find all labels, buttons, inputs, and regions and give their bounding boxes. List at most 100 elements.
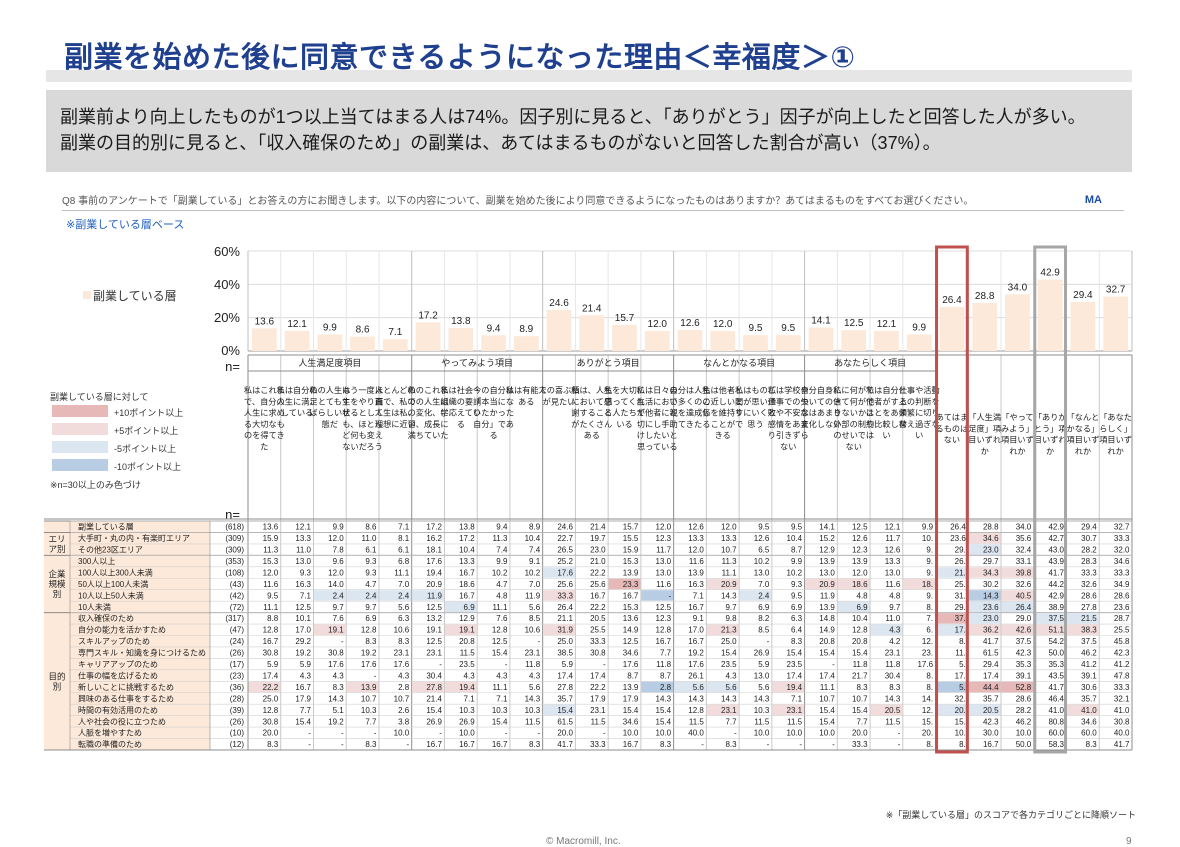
table-row-label: 10人未満 (78, 602, 111, 612)
table-cell-value: 17.2 (426, 523, 442, 532)
table-cell-value: 4.3 (889, 626, 901, 635)
category-label: 足度」項 (968, 423, 1002, 433)
group-label: 人生満足度項目 (298, 357, 361, 368)
table-cell-value: 22.2 (263, 683, 279, 692)
category-label: 「人生満 (968, 412, 1001, 422)
table-cell-value: 28.6 (1114, 591, 1130, 600)
bar (1070, 302, 1096, 351)
table-cell-value: 15.7 (623, 523, 639, 532)
table-cell-value: 10.4 (525, 534, 541, 543)
category-label: る人たちが (604, 408, 645, 418)
category-label: 私はものご (735, 385, 776, 395)
table-cell-value: 15.2 (819, 534, 835, 543)
table-cell-value: 19.4 (459, 683, 475, 692)
table-cell-value: 12.6 (688, 523, 704, 532)
table-cell-value: 11.9 (525, 591, 541, 600)
table-cell-highlight (936, 704, 968, 716)
table-cell-value: 10.0 (819, 729, 835, 738)
table-cell-value: 5.6 (529, 603, 541, 612)
table-cell-value: 60.0 (1081, 729, 1097, 738)
table-cell-value: - (701, 740, 704, 749)
category-label: る大切なも (244, 419, 285, 429)
table-cell-value: 41.0 (1114, 706, 1130, 715)
category-label: 私は他者と (702, 385, 743, 395)
table-cell-value: 23. (922, 649, 933, 658)
category-label: 目いずれ (1034, 435, 1067, 445)
category-label: において感 (571, 396, 612, 406)
bar-value-label: 9.5 (749, 323, 763, 334)
y-tick-label: 20% (213, 310, 240, 325)
table-cell-value: 12.9 (819, 546, 835, 555)
table-cell-value: 6.9 (791, 603, 803, 612)
category-label: 習、成長に (408, 419, 449, 429)
table-cell-value: 10.0 (754, 729, 770, 738)
table-cell-value: 34.6 (1114, 557, 1130, 566)
table-cell-value: 15. (955, 717, 966, 726)
color-key-swatch (52, 405, 108, 417)
table-cell-highlight (444, 624, 477, 635)
category-label: 「あなた (1099, 413, 1132, 422)
table-cell-value: 12.0 (688, 546, 704, 555)
table-cell-value: 28.2 (1081, 546, 1097, 555)
bar-value-label: 12.0 (648, 319, 668, 330)
table-cell-value: 14.9 (819, 626, 835, 635)
table-cell-value: 20.5 (983, 706, 999, 715)
table-cell-highlight (641, 681, 674, 693)
color-key-swatch (52, 423, 108, 435)
summary-box: 副業前より向上したものが1つ以上当てはまる人は74%。因子別に見ると、「ありがと… (46, 90, 1132, 172)
table-cell-value: 41.2 (1081, 660, 1097, 669)
table-cell-value: 16.7 (983, 740, 999, 749)
table-cell-value: 4.7 (496, 580, 508, 589)
table-cell-value: 25.0 (263, 694, 279, 703)
table-cell-value: 21.5 (1081, 614, 1097, 623)
bar-value-label: 9.9 (323, 323, 337, 334)
table-cell-value: - (898, 729, 901, 738)
table-cell-value: 22.2 (590, 603, 606, 612)
table-cell-value: 10.0 (459, 729, 475, 738)
table-cell-value: 6.9 (856, 603, 868, 612)
summary-line: 副業前より向上したものが1つ以上当てはまる人は74%。因子別に見ると、「ありがと… (60, 107, 1086, 127)
table-cell-value: 8.7 (660, 671, 672, 680)
bar-value-label: 17.2 (418, 310, 438, 321)
table-cell-value: 4.3 (529, 671, 541, 680)
table-cell-value: 17.9 (590, 694, 606, 703)
table-cell-value: 4.8 (496, 591, 508, 600)
table-cell-value: 2.4 (365, 591, 377, 600)
category-label: 他者がする (866, 396, 907, 406)
table-cell-value: 14.3 (656, 694, 672, 703)
table-row-label: 時間の有効活用のため (78, 705, 158, 715)
table-cell-value: 14.3 (328, 694, 344, 703)
table-cell-value: 29.0 (1016, 614, 1032, 623)
table-cell-value: - (832, 740, 835, 749)
table-cell-value: 19.4 (426, 568, 442, 577)
table-cell-value: 12.0 (852, 568, 868, 577)
table-cell-value: 20.8 (459, 637, 475, 646)
table-cell-value: 20.9 (819, 580, 835, 589)
table-cell-value: 34.0 (1016, 523, 1032, 532)
table-row-n: (317) (225, 614, 244, 623)
table-cell-value: 34.6 (623, 649, 639, 658)
table-cell-value: 18.6 (459, 580, 475, 589)
group-label: あなたらしく項目 (834, 358, 906, 368)
table-cell-value: 14.0 (328, 580, 344, 589)
table-cell-value: 20. (955, 706, 966, 715)
category-label: れか (1107, 447, 1123, 456)
table-cell-value: 12.9 (459, 614, 475, 623)
table-cell-value: 5. (959, 683, 966, 692)
table-cell-highlight (903, 578, 936, 590)
table-cell-value: 19.7 (590, 534, 606, 543)
table-cell-value: 9.9 (496, 557, 508, 566)
table-cell-value: 23.0 (983, 614, 999, 623)
table-cell-value: 12.3 (852, 546, 868, 555)
table-cell-value: 6.9 (365, 614, 377, 623)
table-cell-value: 10.4 (852, 614, 868, 623)
category-label: に応えてい (441, 408, 482, 418)
category-label: 敗や不安な (768, 408, 809, 418)
table-cell-value: 10.3 (492, 706, 508, 715)
table-cell-value: 2.8 (660, 683, 672, 692)
table-cell-value: 10.0 (787, 729, 803, 738)
table-cell-value: 13.9 (361, 683, 377, 692)
category-label: きて何がで (833, 396, 874, 406)
table-cell-highlight (1001, 681, 1034, 693)
bar-value-label: 24.6 (549, 298, 569, 309)
